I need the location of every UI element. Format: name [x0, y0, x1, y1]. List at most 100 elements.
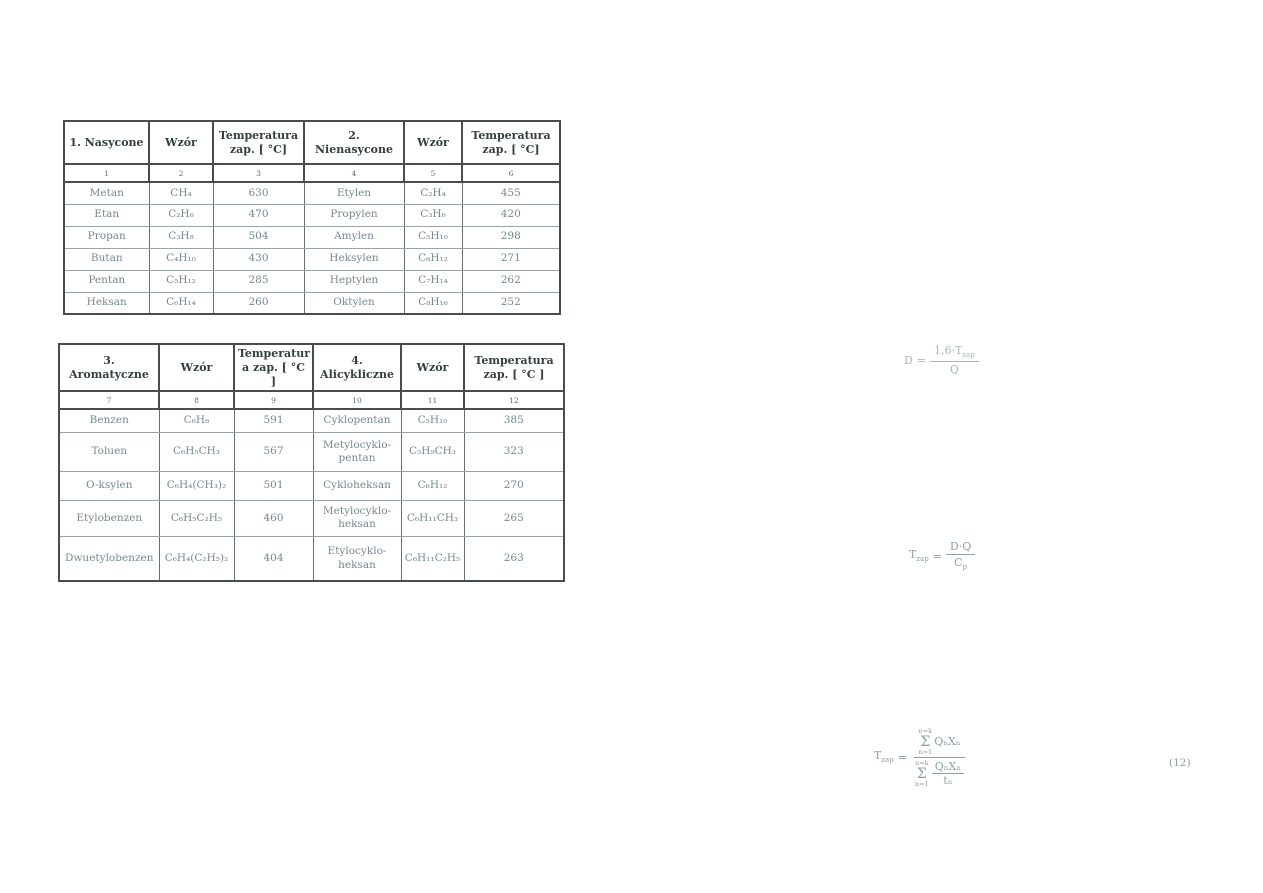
- compound-name-cell: Amylen: [303, 225, 405, 249]
- summation: n=k Σ n=1: [918, 728, 932, 755]
- temperature-cell: 252: [461, 291, 561, 315]
- table-row: O-ksylen C₆H₄(CH₃)₂ 501 Cykloheksan C₆H₁₂ 270: [58, 470, 565, 501]
- formula-cell: C₆H₆: [158, 408, 235, 433]
- column-number: 5: [403, 163, 463, 183]
- formula-tzap: Tzap = D·Q Cp: [909, 541, 976, 572]
- fraction-denominator: n=k Σ n=1 QₙXₙ tₙ: [911, 758, 968, 787]
- column-number: 6: [461, 163, 561, 183]
- equation-number: (12): [1169, 757, 1191, 769]
- table-row: Pentan C₅H₁₂ 285 Heptylen C₇H₁₄ 262: [63, 269, 561, 293]
- formula-cell: C₂H₄: [403, 181, 463, 205]
- compound-name-cell: Butan: [63, 247, 150, 271]
- summation: n=k Σ n=1: [915, 760, 929, 787]
- table-body: Metan CH₄ 630 Etylen C₂H₄ 455 Etan C₂H₆ 470 Propy…: [63, 181, 561, 315]
- column-header: Wzór: [148, 120, 214, 165]
- column-header: Temperatura zap. [ °C]: [461, 120, 561, 165]
- compound-name-cell: Metan: [63, 181, 150, 205]
- table-aromatic-alicyclic: 3. Aromatyczne Wzór Temperatur a zap. [ °C…: [58, 342, 565, 583]
- formula-cell: C₆H₄(C₂H₅)₂: [158, 535, 235, 582]
- table-row: Butan C₄H₁₀ 430 Heksylen C₆H₁₂ 271: [63, 247, 561, 271]
- inner-numerator: QₙXₙ: [931, 761, 965, 774]
- table-row: Heksan C₆H₁₄ 260 Oktylen C₈H₁₆ 252: [63, 291, 561, 315]
- inner-denominator: tₙ: [943, 774, 953, 787]
- column-header: 4. Alicykliczne: [312, 342, 402, 393]
- sum-lower-limit: n=1: [918, 747, 933, 756]
- column-number: 10: [312, 390, 402, 411]
- compound-name-cell: Propan: [63, 225, 150, 249]
- column-number: 4: [303, 163, 405, 183]
- fraction: 1,6·Tzap Q: [930, 345, 979, 375]
- sum-upper-limit: n=k: [915, 759, 929, 767]
- formula-cell: C₂H₆: [148, 203, 214, 227]
- formula-lhs: Tzap: [909, 549, 929, 563]
- formula-cell: C₅H₁₀: [403, 225, 463, 249]
- sigma-symbol: Σ: [920, 733, 931, 750]
- formula-lhs: Tzap: [874, 750, 894, 764]
- table-saturated-unsaturated: 1. Nasycone Wzór Temperatura zap. [ °C] 2. …: [63, 120, 561, 315]
- column-number: 7: [58, 390, 160, 411]
- temperature-cell: 285: [212, 269, 305, 293]
- formula-cell: C₆H₅C₂H₅: [158, 499, 235, 537]
- column-number: 12: [463, 390, 565, 411]
- column-header: Wzór: [400, 342, 465, 393]
- formula-cell: C₆H₁₁C₂H₅: [400, 535, 465, 582]
- temperature-cell: 262: [461, 269, 561, 293]
- formula-cell: C₆H₁₁CH₃: [400, 499, 465, 537]
- temperature-cell: 270: [463, 470, 565, 501]
- column-number: 9: [233, 390, 314, 411]
- column-header: Wzór: [403, 120, 463, 165]
- equals-sign: =: [897, 751, 907, 764]
- table-header: 1. Nasycone Wzór Temperatura zap. [ °C] 2. …: [63, 120, 561, 183]
- temperature-cell: 460: [233, 499, 314, 537]
- formula-cell: C₆H₅CH₃: [158, 431, 235, 472]
- formula-cell: C₃H₈: [148, 225, 214, 249]
- formula-cell: C₆H₁₂: [400, 470, 465, 501]
- fraction: n=k Σ n=1 QₙXₙ n=k Σ n=1 QₙXₙ tₙ: [911, 728, 968, 787]
- table-row: Benzen C₆H₆ 591 Cyklopentan C₅H₁₀ 385: [58, 408, 565, 433]
- fraction-denominator: Q: [946, 362, 963, 375]
- column-header: 1. Nasycone: [63, 120, 150, 165]
- column-number: 2: [148, 163, 214, 183]
- temperature-cell: 385: [463, 408, 565, 433]
- fraction-numerator: n=k Σ n=1 QₙXₙ: [914, 728, 965, 758]
- denominator-text: C: [954, 556, 963, 569]
- compound-name-cell: Toluen: [58, 431, 160, 472]
- temperature-cell: 265: [463, 499, 565, 537]
- lhs-text: T: [874, 749, 882, 763]
- compound-name-cell: Benzen: [58, 408, 160, 433]
- compound-name-cell: Propylen: [303, 203, 405, 227]
- formula-tzap-sum: Tzap = n=k Σ n=1 QₙXₙ n=k Σ n=1 QₙXₙ: [874, 728, 968, 787]
- temperature-cell: 420: [461, 203, 561, 227]
- compound-name-cell: Dwuetylobenzen: [58, 535, 160, 582]
- numerator-text: 1,6·T: [934, 344, 963, 357]
- formula-cell: C₆H₁₄: [148, 291, 214, 315]
- lhs-text: T: [909, 548, 917, 561]
- compound-name-cell: Etylocyklo- heksan: [312, 535, 402, 582]
- compound-name-cell: Etylobenzen: [58, 499, 160, 537]
- temperature-cell: 630: [212, 181, 305, 205]
- compound-name-cell: Pentan: [63, 269, 150, 293]
- temperature-cell: 501: [233, 470, 314, 501]
- formula-cell: C₄H₁₀: [148, 247, 214, 271]
- temperature-cell: 430: [212, 247, 305, 271]
- compound-name-cell: Heksan: [63, 291, 150, 315]
- subscript: p: [962, 563, 968, 572]
- column-number: 8: [158, 390, 235, 411]
- table-row: Toluen C₆H₅CH₃ 567 Metylocyklo- pentan C₅H₉C…: [58, 431, 565, 472]
- temperature-cell: 271: [461, 247, 561, 271]
- table-row: Dwuetylobenzen C₆H₄(C₂H₅)₂ 404 Etylocyklo- …: [58, 535, 565, 582]
- fraction-numerator: D·Q: [945, 541, 976, 555]
- temperature-cell: 455: [461, 181, 561, 205]
- denominator-text: Q: [949, 363, 959, 377]
- formula-cell: CH₄: [148, 181, 214, 205]
- sum-lower-limit: n=1: [914, 779, 929, 788]
- equals-sign: =: [932, 549, 942, 563]
- subscript: zap: [962, 351, 975, 360]
- fraction: D·Q Cp: [945, 541, 976, 572]
- column-number: 11: [400, 390, 465, 411]
- compound-name-cell: Metylocyklo- heksan: [312, 499, 402, 537]
- column-header: Temperatura zap. [ °C ]: [463, 342, 565, 393]
- column-header: 3. Aromatyczne: [58, 342, 160, 393]
- formula-cell: C₈H₁₆: [403, 291, 463, 315]
